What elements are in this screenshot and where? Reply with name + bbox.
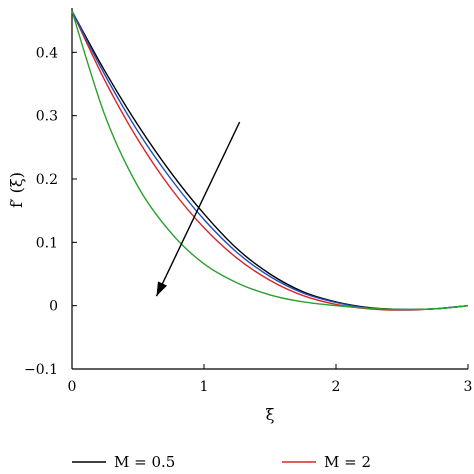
x-tick-label: 3 bbox=[464, 379, 473, 395]
x-tick-label: 1 bbox=[200, 379, 209, 395]
series-layer bbox=[71, 10, 469, 311]
series-line-3 bbox=[71, 10, 469, 311]
y-tick-label: 0.3 bbox=[36, 109, 58, 125]
legend-label-1: M = 0.5 bbox=[114, 453, 175, 471]
y-tick-label: 0 bbox=[49, 299, 58, 315]
y-tick-label: 0.1 bbox=[36, 235, 58, 251]
axes bbox=[71, 8, 468, 370]
y-tick-label: 0.2 bbox=[36, 172, 58, 188]
arrow-head bbox=[156, 281, 168, 297]
legend-label-2: M = 2 bbox=[324, 453, 371, 471]
x-tick-label: 0 bbox=[68, 379, 77, 395]
series-line-1 bbox=[71, 10, 469, 311]
y-tick-label: −0.1 bbox=[24, 362, 58, 378]
x-axis-label: ξ bbox=[266, 405, 275, 424]
annotation-layer bbox=[155, 121, 241, 297]
arrow-shaft bbox=[155, 121, 241, 297]
series-line-4 bbox=[71, 10, 469, 311]
x-tick-label: 2 bbox=[332, 379, 341, 395]
ticks: −0.1 0 0.1 0.2 0.3 0.4 0 1 2 3 bbox=[24, 45, 472, 395]
legend: M = 0.5 M = 2 bbox=[72, 453, 371, 471]
y-axis-label: f′ (ξ) bbox=[7, 172, 26, 208]
y-tick-label: 0.4 bbox=[36, 45, 58, 61]
series-line-2 bbox=[71, 10, 469, 311]
